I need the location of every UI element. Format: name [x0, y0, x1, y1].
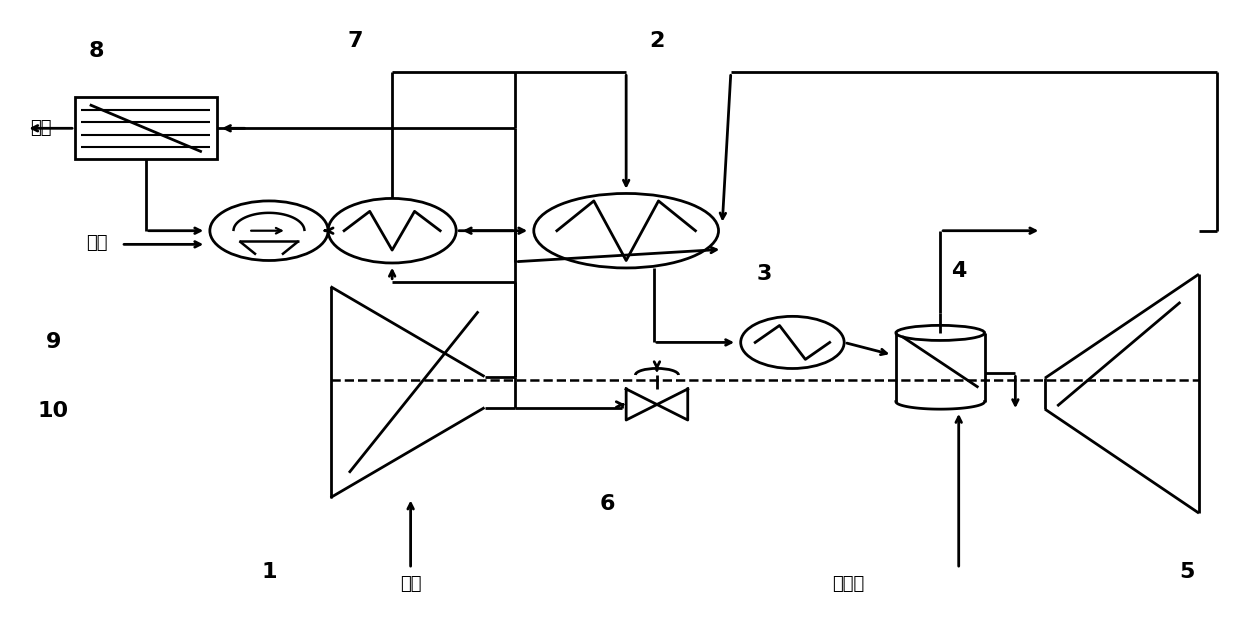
Text: 给水: 给水	[86, 234, 108, 252]
Ellipse shape	[895, 325, 985, 340]
Bar	[74, 97, 217, 159]
Text: 2: 2	[650, 31, 665, 52]
Text: 1: 1	[262, 562, 277, 582]
Text: 空气: 空气	[399, 576, 422, 594]
Text: 3: 3	[756, 264, 771, 284]
Text: 4: 4	[951, 261, 966, 281]
Text: 10: 10	[38, 401, 69, 421]
Text: 天然气: 天然气	[832, 576, 864, 594]
Text: 6: 6	[600, 494, 615, 514]
Text: 7: 7	[347, 31, 363, 52]
Text: 8: 8	[89, 41, 104, 61]
Text: 9: 9	[46, 333, 61, 352]
Text: 5: 5	[1179, 562, 1194, 582]
Text: 废气: 废气	[30, 120, 52, 137]
